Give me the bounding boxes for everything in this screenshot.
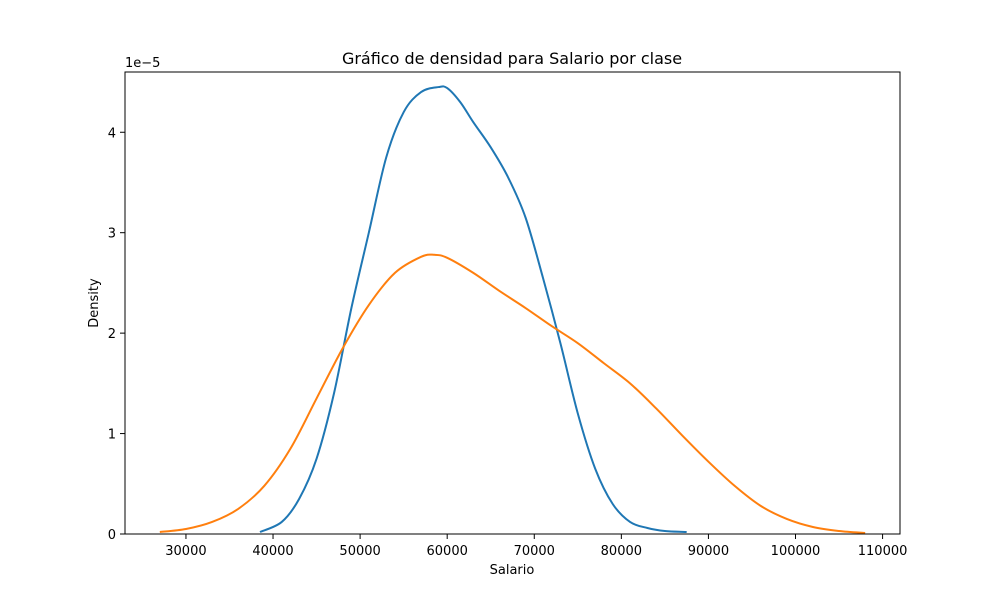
y-tick-label: 4 [108,126,116,141]
chart-title: Gráfico de densidad para Salario por cla… [342,49,682,68]
x-tick-label: 30000 [165,544,206,559]
y-axis-label: Density [87,278,102,328]
x-tick-label: 50000 [339,544,380,559]
y-axis: 0 1 2 3 4 [108,126,125,543]
density-line-1 [259,85,687,533]
y-tick-label: 1 [108,428,116,443]
x-tick-label: 60000 [427,544,468,559]
y-tick-label: 0 [108,528,116,543]
y-tick-label: 3 [108,227,116,242]
x-tick-label: 40000 [252,544,293,559]
x-tick-label: 110000 [858,544,908,559]
x-tick-label: 80000 [601,544,642,559]
axes-frame [124,71,901,535]
density-line-2 [159,253,866,534]
x-axis-label: Salario [490,563,535,578]
y-tick-label: 2 [108,327,116,342]
y-scale-offset: 1e−5 [125,56,160,71]
x-tick-label: 90000 [688,544,729,559]
series-layer [159,85,866,534]
x-axis: 30000 40000 50000 60000 70000 80000 90000 10000… [165,534,907,559]
x-tick-label: 100000 [771,544,821,559]
x-tick-label: 70000 [514,544,555,559]
